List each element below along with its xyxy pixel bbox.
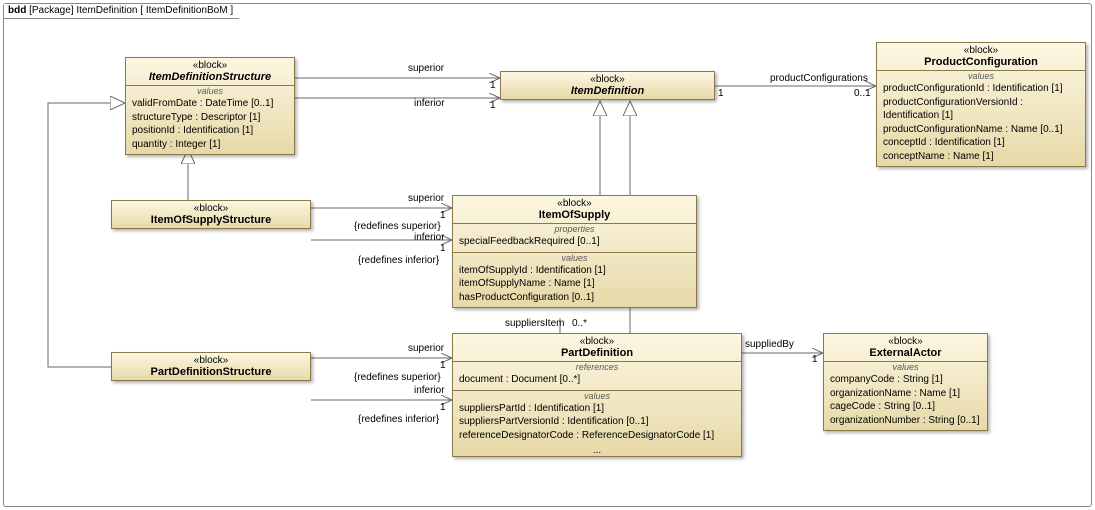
lbl-superior: superior	[408, 193, 444, 204]
lbl-one: 1	[490, 80, 496, 91]
block-header: «block» ExternalActor	[824, 334, 987, 361]
stereotype: «block»	[828, 336, 983, 347]
lbl-inferior: inferior	[414, 385, 445, 396]
attr-row: document : Document [0..*]	[459, 373, 735, 387]
lbl-one: 1	[440, 360, 446, 371]
lbl-zeroone: 0..1	[854, 88, 871, 99]
attr-row: conceptName : Name [1]	[883, 150, 1079, 164]
lbl-one: 1	[490, 100, 496, 111]
block-item-of-supply-structure: «block» ItemOfSupplyStructure	[111, 200, 311, 229]
section-content: validFromDate : DateTime [0..1] structur…	[126, 96, 294, 154]
block-title: ItemDefinition	[505, 85, 710, 97]
block-title: PartDefinitionStructure	[116, 366, 306, 378]
lbl-one: 1	[440, 243, 446, 254]
lbl-superior: superior	[408, 343, 444, 354]
section-content: productConfigurationId : Identification …	[877, 81, 1085, 166]
block-header: «block» ItemDefinition	[501, 72, 714, 99]
section-content: specialFeedbackRequired [0..1]	[453, 234, 696, 252]
attr-row: productConfigurationId : Identification …	[883, 82, 1079, 96]
attr-row: organizationName : Name [1]	[830, 387, 981, 401]
frame-prefix: bdd	[8, 5, 26, 16]
block-header: «block» ItemDefinitionStructure	[126, 58, 294, 85]
section-label: values	[877, 70, 1085, 81]
block-header: «block» ItemOfSupply	[453, 196, 696, 223]
block-part-definition-structure: «block» PartDefinitionStructure	[111, 352, 311, 381]
section-label: values	[824, 361, 987, 372]
block-item-definition-structure: «block» ItemDefinitionStructure values v…	[125, 57, 295, 155]
section-content: suppliersPartId : Identification [1] sup…	[453, 401, 741, 446]
attr-row: itemOfSupplyId : Identification [1]	[459, 264, 690, 278]
attr-row: specialFeedbackRequired [0..1]	[459, 235, 690, 249]
lbl-redef-sup: {redefines superior}	[354, 221, 441, 232]
block-title: ItemDefinitionStructure	[130, 71, 290, 83]
lbl-one: 1	[718, 88, 724, 99]
block-header: «block» ItemOfSupplyStructure	[112, 201, 310, 228]
block-part-definition: «block» PartDefinition references docume…	[452, 333, 742, 457]
attr-row: companyCode : String [1]	[830, 373, 981, 387]
block-title: ExternalActor	[828, 347, 983, 359]
section-content: document : Document [0..*]	[453, 372, 741, 390]
lbl-product-configurations: productConfigurations	[770, 73, 868, 84]
block-title: ItemOfSupply	[457, 209, 692, 221]
ellipsis: ...	[453, 445, 741, 456]
stereotype: «block»	[116, 203, 306, 214]
block-item-definition: «block» ItemDefinition	[500, 71, 715, 100]
block-external-actor: «block» ExternalActor values companyCode…	[823, 333, 988, 431]
block-item-of-supply: «block» ItemOfSupply properties specialF…	[452, 195, 697, 308]
lbl-suppliers-item: suppliersItem	[505, 318, 564, 329]
section-label: values	[453, 252, 696, 263]
section-content: companyCode : String [1] organizationNam…	[824, 372, 987, 430]
attr-row: productConfigurationName : Name [0..1]	[883, 123, 1079, 137]
block-title: PartDefinition	[457, 347, 737, 359]
attr-row: referenceDesignatorCode : ReferenceDesig…	[459, 429, 735, 443]
attr-row: structureType : Descriptor [1]	[132, 111, 288, 125]
lbl-redef-inf: {redefines inferior}	[358, 414, 439, 425]
stereotype: «block»	[505, 74, 710, 85]
attr-row: hasProductConfiguration [0..1]	[459, 291, 690, 305]
attr-row: conceptId : Identification [1]	[883, 136, 1079, 150]
stereotype: «block»	[116, 355, 306, 366]
attr-row: organizationNumber : String [0..1]	[830, 414, 981, 428]
attr-row: productConfigurationVersionId : Identifi…	[883, 96, 1079, 123]
lbl-one: 1	[812, 354, 818, 365]
attr-row: itemOfSupplyName : Name [1]	[459, 277, 690, 291]
attr-row: validFromDate : DateTime [0..1]	[132, 97, 288, 111]
section-label: properties	[453, 223, 696, 234]
stereotype: «block»	[130, 60, 290, 71]
stereotype: «block»	[457, 198, 692, 209]
lbl-inferior: inferior	[414, 98, 445, 109]
section-content: itemOfSupplyId : Identification [1] item…	[453, 263, 696, 308]
attr-row: quantity : Integer [1]	[132, 138, 288, 152]
attr-row: cageCode : String [0..1]	[830, 400, 981, 414]
block-header: «block» PartDefinition	[453, 334, 741, 361]
stereotype: «block»	[881, 45, 1081, 56]
block-header: «block» ProductConfiguration	[877, 43, 1085, 70]
lbl-redef-inf: {redefines inferior}	[358, 255, 439, 266]
attr-row: positionId : Identification [1]	[132, 124, 288, 138]
section-label: values	[126, 85, 294, 96]
section-label: values	[453, 390, 741, 401]
stereotype: «block»	[457, 336, 737, 347]
block-product-configuration: «block» ProductConfiguration values prod…	[876, 42, 1086, 167]
frame-scope: [Package] ItemDefinition	[29, 5, 137, 16]
frame-tab: bdd [Package] ItemDefinition [ ItemDefin…	[4, 4, 240, 19]
section-label: references	[453, 361, 741, 372]
lbl-one: 1	[440, 402, 446, 413]
lbl-one: 1	[440, 210, 446, 221]
block-title: ProductConfiguration	[881, 56, 1081, 68]
lbl-superior: superior	[408, 63, 444, 74]
attr-row: suppliersPartId : Identification [1]	[459, 402, 735, 416]
lbl-redef-sup: {redefines superior}	[354, 372, 441, 383]
lbl-inferior: inferior	[414, 232, 445, 243]
frame-name: [ ItemDefinitionBoM ]	[140, 5, 233, 16]
attr-row: suppliersPartVersionId : Identification …	[459, 415, 735, 429]
lbl-supplied-by: suppliedBy	[745, 339, 794, 350]
lbl-zerostar: 0..*	[572, 318, 587, 329]
block-header: «block» PartDefinitionStructure	[112, 353, 310, 380]
block-title: ItemOfSupplyStructure	[116, 214, 306, 226]
